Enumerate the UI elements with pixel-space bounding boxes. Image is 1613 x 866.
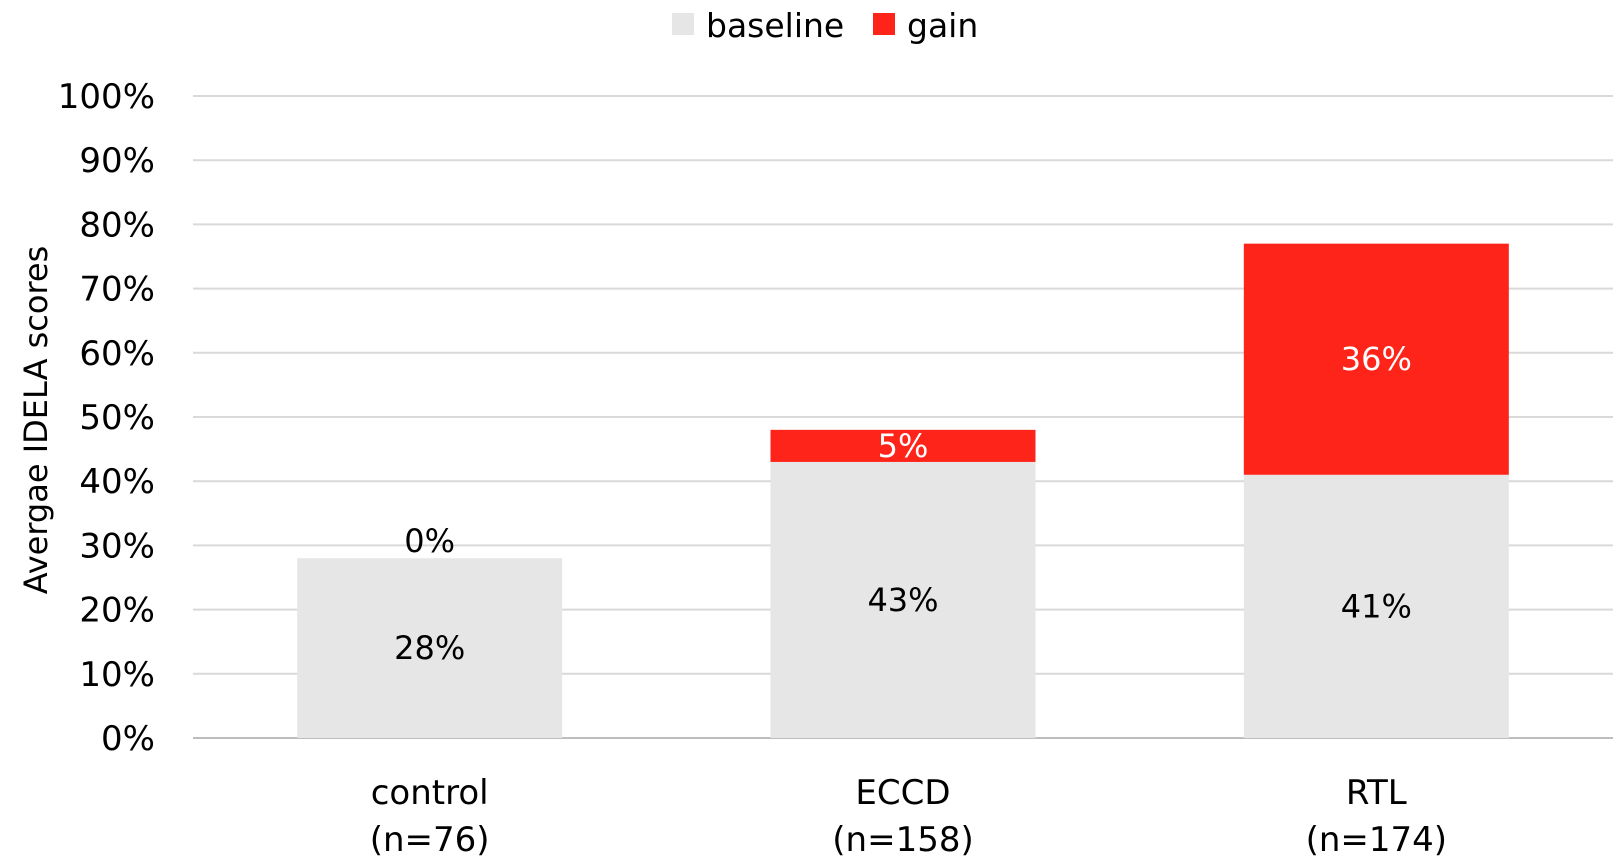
- x-category-label: RTL: [1346, 773, 1407, 813]
- y-tick-label: 90%: [79, 141, 155, 181]
- legend-label-baseline: baseline: [706, 6, 844, 45]
- y-axis-title: Avergae IDELA scores: [17, 246, 55, 595]
- bar-segment-baseline: [297, 558, 563, 738]
- y-axis-ticks: 0% 10% 20% 30% 40% 50% 60% 70% 80% 90% 100%: [58, 77, 155, 759]
- y-tick-label: 50%: [79, 398, 155, 438]
- y-tick-label: 60%: [79, 334, 155, 374]
- x-category-sample-size: (n=174): [1306, 820, 1447, 860]
- y-tick-label: 100%: [58, 77, 155, 117]
- y-tick-label: 0%: [101, 719, 155, 759]
- legend-label-gain: gain: [907, 6, 978, 45]
- x-axis-labels: control (n=76) ECCD (n=158) RTL (n=174): [370, 773, 1447, 860]
- data-label-gain: 0%: [404, 522, 455, 560]
- y-tick-label: 30%: [79, 526, 155, 566]
- data-label-baseline: 28%: [394, 629, 465, 667]
- y-tick-label: 80%: [79, 205, 155, 245]
- y-tick-label: 40%: [79, 462, 155, 502]
- bars: 28% 0% 43% 5% 41% 36%: [297, 243, 1509, 738]
- x-category-sample-size: (n=158): [832, 820, 973, 860]
- y-tick-label: 10%: [79, 655, 155, 695]
- data-label-baseline: 41%: [1341, 587, 1412, 625]
- bar-segment-gain: [770, 429, 1036, 462]
- x-category-label: ECCD: [855, 773, 950, 813]
- data-label-gain: 36%: [1341, 340, 1412, 378]
- bar-segment-baseline: [770, 461, 1036, 738]
- legend: baseline gain: [672, 6, 978, 45]
- x-category-sample-size: (n=76): [370, 820, 490, 860]
- data-label-gain: 5%: [878, 427, 929, 465]
- legend-swatch-gain: [873, 13, 895, 35]
- bar-segment-gain: [1243, 243, 1509, 475]
- x-category-label: control: [371, 773, 489, 813]
- y-tick-label: 20%: [79, 591, 155, 631]
- y-tick-label: 70%: [79, 270, 155, 310]
- data-label-baseline: 43%: [867, 581, 938, 619]
- bar-segment-baseline: [1243, 474, 1509, 738]
- legend-swatch-baseline: [672, 13, 694, 35]
